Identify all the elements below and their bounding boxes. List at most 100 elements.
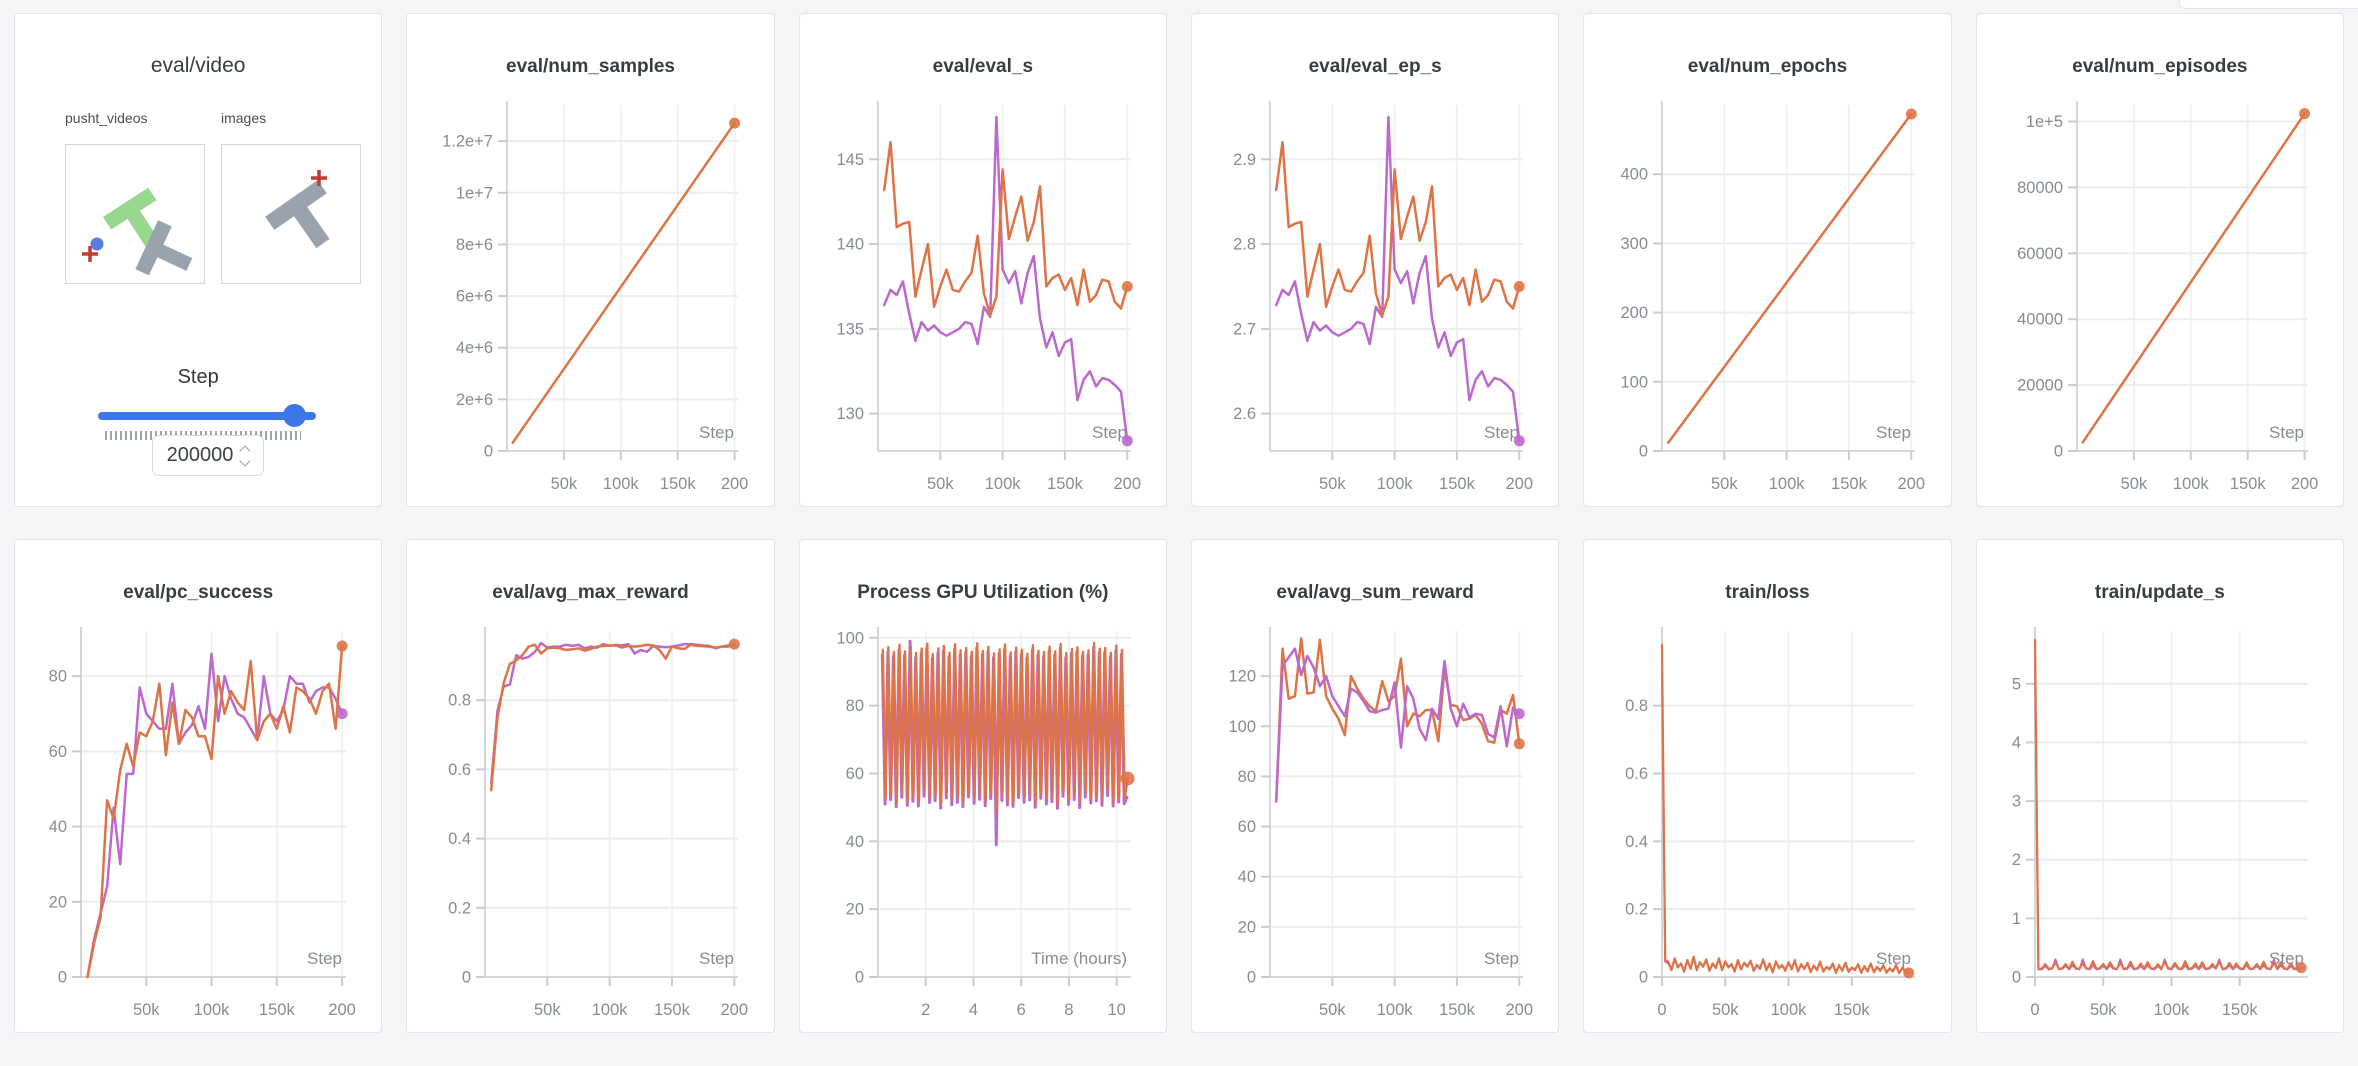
x-tick-label: 50k (1319, 1001, 1346, 1019)
y-tick-label: 0.2 (448, 899, 471, 917)
y-tick-label: 0.6 (448, 761, 471, 779)
x-axis-label: Step (699, 423, 734, 442)
chart-plot-eval-pc-success[interactable]: 50k 100k 150k 200 0 20 40 60 80 Step (15, 540, 382, 1033)
pusht-video-frame (82, 187, 193, 276)
chevron-up-icon[interactable] (239, 444, 252, 457)
y-tick-label: 0 (1639, 969, 1648, 987)
series-orange (881, 641, 1129, 813)
gray-t-shape (265, 180, 330, 249)
series-purple (86, 652, 344, 979)
chart-plot-eval-avg-sum-reward[interactable]: 50k 100k 150k 200 0 20 40 60 80 100 120 Step (1192, 540, 1559, 1033)
x-tick-label: 200 (328, 1001, 356, 1019)
chart-panel-eval-pc-success: eval/pc_success 50k 100k 150k 200 0 20 40 60 80 St… (14, 539, 383, 1033)
gray-t-shape (135, 220, 193, 276)
x-tick-label: 200 (1505, 1001, 1533, 1019)
x-tick-label: 4 (969, 1001, 978, 1019)
x-tick-label: 200 (1505, 475, 1533, 493)
chart-plot-eval-avg-max-reward[interactable]: 50k 100k 150k 200 0 0.2 0.4 0.6 0.8 Step (407, 540, 774, 1033)
chart-panel-eval-num-samples: eval/num_samples 50k 100k 150k 200 0 2e+6 4e+6 6… (406, 13, 775, 507)
y-tick-label: 1e+7 (456, 184, 493, 202)
y-tick-label: 0.6 (1625, 765, 1648, 783)
series-end-dot-orange (729, 117, 741, 129)
chart-panel-process-gpu-utilization: Process GPU Utilization (%) 2 4 6 8 10 0 20 40 60… (798, 539, 1167, 1033)
series-orange (1274, 637, 1521, 803)
y-tick-label: 4 (2011, 734, 2020, 752)
y-tick-label: 40 (1238, 868, 1256, 886)
chart-panel-eval-eval-s: eval/eval_s 50k 100k 150k 200 130 135 140 145 Ste… (798, 13, 1167, 507)
chart-title: train/loss (1725, 582, 1810, 603)
chevron-down-icon[interactable] (239, 454, 252, 467)
y-tick-label: 20 (1238, 918, 1256, 936)
y-tick-label: 2e+6 (456, 391, 493, 409)
images-thumbnail[interactable] (221, 144, 361, 284)
chart-title: eval/eval_s (932, 56, 1034, 77)
y-tick-label: 20 (845, 901, 863, 919)
y-tick-label: 2.9 (1233, 151, 1256, 169)
y-tick-label: 145 (836, 151, 864, 169)
y-tick-label: 1.2e+7 (442, 133, 493, 151)
series-end-dot-orange (1513, 738, 1525, 750)
chart-title: eval/eval_ep_s (1308, 56, 1442, 77)
x-axis-label: Step (2269, 423, 2304, 442)
y-tick-label: 60 (845, 765, 863, 783)
x-tick-label: 200 (721, 475, 749, 493)
x-axis-label: Step (1876, 423, 1911, 442)
series-end-dot-purple (1513, 435, 1525, 447)
y-tick-label: 5 (2011, 675, 2020, 693)
chart-panel-eval-avg-sum-reward: eval/avg_sum_reward 50k 100k 150k 200 0 20 40 60… (1191, 539, 1560, 1033)
x-axis-label: Step (699, 949, 734, 968)
series-purple (882, 115, 1129, 443)
x-tick-label: 50k (551, 475, 578, 493)
x-tick-label: 50k (927, 475, 954, 493)
series-purple (1661, 670, 1911, 973)
y-tick-label: 2.8 (1233, 236, 1256, 254)
x-axis-label: Step (1484, 949, 1519, 968)
chart-panel-eval-eval-ep-s: eval/eval_ep_s 50k 100k 150k 200 2.6 2.7 2.8 2.9… (1191, 13, 1560, 507)
chart-plot-train-update-s[interactable]: 0 50k 100k 150k 0 1 2 3 4 5 Step (1977, 540, 2344, 1033)
y-tick-label: 130 (836, 405, 864, 423)
step-input[interactable]: 200000 (152, 435, 264, 476)
chart-title: eval/pc_success (123, 582, 274, 603)
x-tick-label: 200 (1898, 475, 1926, 493)
series-end-dot-orange (336, 640, 348, 652)
chart-title: eval/num_samples (506, 56, 675, 77)
series-purple (1274, 115, 1521, 443)
media-panel-title: eval/video (150, 54, 246, 77)
y-tick-label: 80 (845, 697, 863, 715)
chart-plot-train-loss[interactable]: 0 50k 100k 150k 0 0.2 0.4 0.6 0.8 Step (1584, 540, 1951, 1033)
series-orange (882, 141, 1129, 317)
step-slider-track[interactable] (98, 412, 316, 420)
x-axis-label: Time (hours) (1031, 949, 1127, 968)
series-purple (2033, 653, 2302, 971)
y-tick-label: 80 (49, 668, 67, 686)
chart-plot-eval-num-epochs[interactable]: 50k 100k 150k 200 0 100 200 300 400 Step (1584, 14, 1951, 507)
chart-panel-train-loss: train/loss 0 50k 100k 150k 0 0.2 0.4 0.6 0.8 Step (1583, 539, 1952, 1033)
series-end-dot-orange (2295, 962, 2307, 974)
chart-panel-eval-num-episodes: eval/num_episodes 50k 100k 150k 200 0 20000 400… (1975, 13, 2344, 507)
x-tick-label: 100k (1377, 475, 1414, 493)
y-tick-label: 120 (1228, 668, 1256, 686)
goal-cross-icon (82, 246, 98, 262)
y-tick-label: 20 (49, 893, 67, 911)
chart-plot-eval-eval-ep-s[interactable]: 50k 100k 150k 200 2.6 2.7 2.8 2.9 Step (1192, 14, 1559, 507)
series-end-dot-purple (336, 708, 348, 720)
chart-plot-eval-num-episodes[interactable]: 50k 100k 150k 200 0 20000 40000 60000 80000 1e+5 S… (1977, 14, 2344, 507)
x-tick-label: 100k (2153, 1001, 2190, 1019)
y-tick-label: 0 (484, 443, 493, 461)
series-end-dot-purple (1121, 435, 1133, 447)
y-tick-label: 135 (836, 320, 864, 338)
x-tick-label: 50k (2120, 475, 2147, 493)
y-tick-label: 0 (854, 969, 863, 987)
x-tick-label: 150k (1047, 475, 1084, 493)
y-tick-label: 0.2 (1625, 901, 1648, 919)
pusht-video-thumbnail[interactable] (65, 144, 205, 284)
y-tick-label: 40 (845, 833, 863, 851)
y-tick-label: 40 (49, 818, 67, 836)
chart-plot-eval-num-samples[interactable]: 50k 100k 150k 200 0 2e+6 4e+6 6e+6 8e+6 1e+7 1.2e+… (407, 14, 774, 507)
y-tick-label: 1 (2011, 910, 2020, 928)
x-tick-label: 0 (1658, 1001, 1667, 1019)
chart-panel-eval-num-epochs: eval/num_epochs 50k 100k 150k 200 0 100 200 300 4… (1583, 13, 1952, 507)
step-slider-thumb[interactable] (283, 404, 306, 427)
chart-plot-eval-eval-s[interactable]: 50k 100k 150k 200 130 135 140 145 Step (800, 14, 1167, 507)
